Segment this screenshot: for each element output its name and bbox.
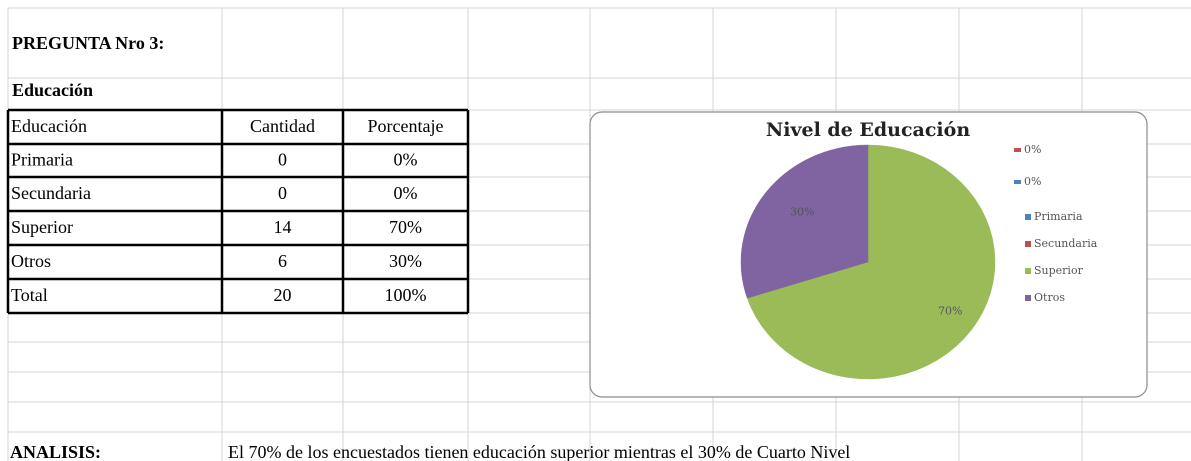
data-label: 70%: [938, 305, 962, 318]
legend-label: Otros: [1034, 291, 1065, 304]
table-cell: 0: [278, 150, 287, 170]
legend-label: Superior: [1034, 264, 1084, 277]
data-table: Educación Cantidad Porcentaje Primaria 0 0% Se…: [6, 108, 470, 315]
analysis-label: ANALISIS:: [10, 442, 101, 461]
table-cell: Otros: [11, 251, 51, 271]
data-label: 0%: [1024, 143, 1041, 156]
pie-slice: [740, 144, 869, 299]
table-cell: 100%: [385, 285, 427, 305]
pie-chart: 0% 0% 70% 30% Primaria Secundaria Superior Otro…: [740, 143, 1098, 380]
legend-label: Secundaria: [1034, 237, 1098, 250]
sheet-subtitle: Educación: [12, 80, 93, 100]
table-cell: Primaria: [11, 150, 73, 170]
table-cell: 30%: [389, 251, 422, 271]
chart-title: Nivel de Educación: [766, 119, 970, 141]
legend-swatch: [1025, 295, 1031, 301]
sheet-title: PREGUNTA Nro 3:: [12, 33, 164, 53]
table-cell: 0%: [394, 150, 418, 170]
table-cell: Educación: [11, 116, 87, 136]
table-cell: 20: [274, 285, 292, 305]
table-cell: 0%: [394, 183, 418, 203]
pie-slice: [746, 144, 996, 380]
table-cell: Superior: [11, 217, 73, 237]
legend-swatch: [1025, 214, 1031, 220]
analysis-text: El 70% de los encuestados tienen educaci…: [228, 442, 850, 461]
table-cell: 0: [278, 183, 287, 203]
table-cell: 6: [278, 251, 287, 271]
data-label-key: [927, 309, 935, 314]
data-label: 30%: [790, 205, 814, 218]
data-label: 0%: [1024, 175, 1041, 188]
legend-label: Primaria: [1034, 210, 1083, 223]
legend-swatch: [1025, 241, 1031, 247]
data-label-key: [1014, 148, 1021, 152]
table-cell: Cantidad: [250, 116, 315, 136]
table-cell: Secundaria: [11, 183, 91, 203]
legend-swatch: [1025, 268, 1031, 274]
table-cell: 14: [274, 217, 292, 237]
table-cell: Total: [11, 285, 48, 305]
table-cell: Porcentaje: [368, 116, 444, 136]
data-label-key: [1014, 180, 1021, 184]
table-cell: 70%: [389, 217, 422, 237]
data-label-key: [780, 210, 788, 215]
